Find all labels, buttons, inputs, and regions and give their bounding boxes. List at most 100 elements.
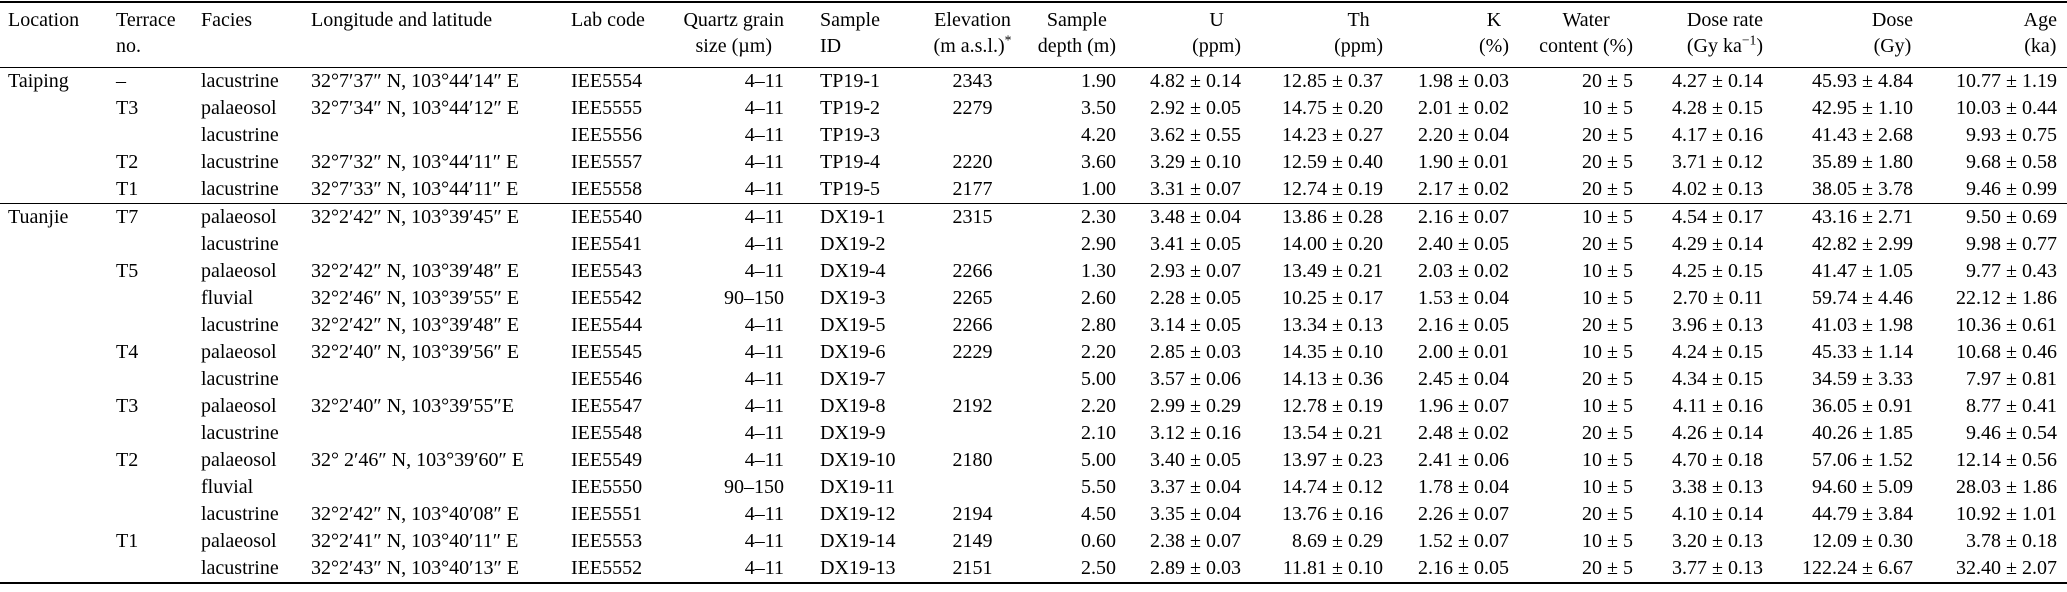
cell-depth: 5.50 (1081, 476, 1116, 498)
cell-sample-id: DX19-2 (820, 233, 886, 255)
cell-depth: 5.00 (1081, 368, 1116, 390)
column-header-age: Age (ka) (1919, 2, 2067, 68)
cell-depth: 3.50 (1081, 97, 1116, 119)
cell-sample-id: DX19-8 (820, 395, 886, 417)
cell-terrace-no: T3 (116, 97, 139, 119)
cell-th: 13.49 ± 0.21 (1282, 260, 1383, 282)
table-row: lacustrine IEE5546 4–11 DX19-7 5.00 3.57 ± 0.… (0, 366, 2067, 393)
cell-age: 28.03 ± 1.86 (1956, 476, 2057, 498)
cell-dose-rate: 4.27 ± 0.14 (1672, 70, 1763, 92)
cell-u: 2.85 ± 0.03 (1150, 341, 1241, 363)
cell-grain-size: 4–11 (744, 97, 784, 119)
cell-k: 2.41 ± 0.06 (1418, 449, 1509, 471)
cell-depth: 1.30 (1081, 260, 1116, 282)
cell-water-content: 20 ± 5 (1582, 70, 1633, 92)
cell-water-content: 10 ± 5 (1515, 203, 1639, 231)
cell-sample-id: DX19-5 (820, 314, 886, 336)
cell-location (0, 95, 110, 122)
table-row: lacustrine 32°2′42″ N, 103°39′48″ E IEE554… (0, 312, 2067, 339)
cell-age: 10.92 ± 1.01 (1956, 503, 2057, 525)
cell-u: 3.29 ± 0.10 (1150, 151, 1241, 173)
cell-water-content: 10 ± 5 (1582, 449, 1633, 471)
cell-facies: lacustrine (201, 151, 279, 173)
cell-coordinates: 32°2′40″ N, 103°39′55″E (311, 395, 515, 417)
cell-location (0, 420, 110, 447)
cell-sample-id: DX19-14 (820, 530, 896, 552)
table-row: T1 palaeosol 32°2′41″ N, 103°40′11″ E IEE55… (0, 528, 2067, 555)
cell-k: 2.45 ± 0.04 (1418, 368, 1509, 390)
cell-elevation: 2343 (952, 70, 993, 92)
cell-dose: 40.26 ± 1.85 (1812, 422, 1913, 444)
table-row: lacustrine 32°2′43″ N, 103°40′13″ E IEE555… (0, 555, 2067, 583)
cell-depth: 0.60 (1081, 530, 1116, 552)
cell-dose: 45.93 ± 4.84 (1812, 70, 1913, 92)
cell-sample-id: DX19-6 (820, 341, 886, 363)
cell-dose-rate: 4.25 ± 0.15 (1672, 260, 1763, 282)
cell-grain-size: 4–11 (744, 260, 784, 282)
cell-coordinates: 32°2′42″ N, 103°39′48″ E (311, 314, 520, 336)
column-header-depth: Sample depth (m) (1025, 2, 1122, 68)
cell-lab-code: IEE5544 (571, 314, 643, 336)
cell-depth: 2.80 (1081, 314, 1116, 336)
cell-grain-size: 4–11 (744, 530, 784, 552)
cell-u: 3.48 ± 0.04 (1122, 203, 1247, 231)
cell-location (0, 474, 110, 501)
cell-dose: 45.33 ± 1.14 (1812, 341, 1913, 363)
cell-terrace-no (110, 122, 195, 149)
cell-age: 9.68 ± 0.58 (1966, 151, 2057, 173)
cell-th: 12.74 ± 0.19 (1282, 178, 1383, 200)
cell-lab-code: IEE5548 (571, 422, 643, 444)
column-header-water-content: Water content (%) (1515, 2, 1639, 68)
cell-facies: lacustrine (201, 124, 279, 146)
cell-location (0, 393, 110, 420)
cell-dose-rate: 4.11 ± 0.16 (1672, 395, 1763, 417)
cell-dose-rate: 2.70 ± 0.11 (1672, 287, 1763, 309)
cell-dose: 35.89 ± 1.80 (1812, 151, 1913, 173)
cell-lab-code: IEE5558 (571, 178, 643, 200)
cell-dose-rate: 4.34 ± 0.15 (1672, 368, 1763, 390)
cell-facies: palaeosol (201, 97, 277, 119)
table-row: fluvial IEE5550 90–150 DX19-11 5.50 3.37 ± 0.… (0, 474, 2067, 501)
table-row: T3 palaeosol 32°2′40″ N, 103°39′55″E IEE554… (0, 393, 2067, 420)
cell-age: 22.12 ± 1.86 (1956, 287, 2057, 309)
cell-location (0, 149, 110, 176)
cell-elevation (920, 122, 1025, 149)
cell-lab-code: IEE5557 (571, 151, 643, 173)
cell-coordinates: 32°2′40″ N, 103°39′56″ E (311, 341, 520, 363)
cell-th: 13.54 ± 0.21 (1282, 422, 1383, 444)
cell-dose: 43.16 ± 2.71 (1769, 203, 1919, 231)
cell-dose: 44.79 ± 3.84 (1812, 503, 1913, 525)
cell-water-content: 20 ± 5 (1582, 557, 1633, 579)
cell-location (0, 501, 110, 528)
cell-sample-id: TP19-1 (820, 70, 880, 92)
cell-sample-id: DX19-1 (790, 203, 920, 231)
cell-lab-code: IEE5550 (571, 476, 643, 498)
cell-k: 2.40 ± 0.05 (1418, 233, 1509, 255)
cell-sample-id: TP19-2 (820, 97, 880, 119)
cell-coordinates (305, 366, 565, 393)
cell-depth: 2.30 (1025, 203, 1122, 231)
cell-coordinates: 32°7′34″ N, 103°44′12″ E (311, 97, 520, 119)
cell-sample-id: DX19-12 (820, 503, 896, 525)
cell-depth: 4.20 (1081, 124, 1116, 146)
cell-dose-rate: 4.24 ± 0.15 (1672, 341, 1763, 363)
cell-grain-size: 4–11 (744, 557, 784, 579)
cell-location (0, 339, 110, 366)
column-header-terrace-no: Terrace no. (110, 2, 195, 68)
table-row: lacustrine IEE5541 4–11 DX19-2 2.90 3.41 ± 0.… (0, 231, 2067, 258)
cell-terrace-no: T2 (116, 449, 139, 471)
cell-depth: 3.60 (1081, 151, 1116, 173)
cell-dose: 57.06 ± 1.52 (1812, 449, 1913, 471)
cell-terrace-no: T1 (116, 530, 139, 552)
cell-grain-size: 4–11 (744, 368, 784, 390)
column-header-facies: Facies (195, 2, 305, 68)
cell-th: 12.59 ± 0.40 (1282, 151, 1383, 173)
cell-location (0, 122, 110, 149)
cell-water-content: 20 ± 5 (1582, 124, 1633, 146)
cell-u: 4.82 ± 0.14 (1150, 70, 1241, 92)
cell-dose: 12.09 ± 0.30 (1812, 530, 1913, 552)
cell-k: 2.26 ± 0.07 (1418, 503, 1509, 525)
cell-grain-size: 4–11 (744, 178, 784, 200)
cell-dose: 59.74 ± 4.46 (1812, 287, 1913, 309)
cell-location (0, 285, 110, 312)
